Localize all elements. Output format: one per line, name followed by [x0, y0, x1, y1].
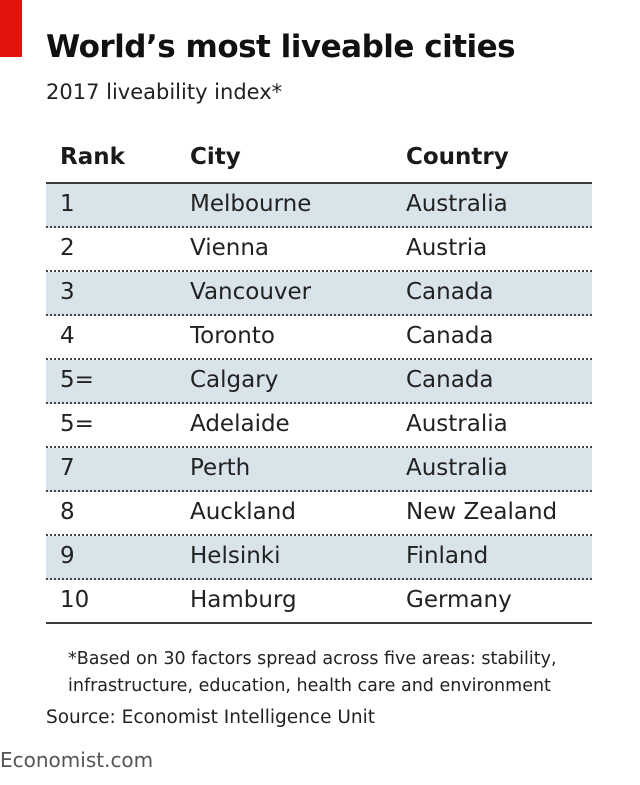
economist-wordmark: Economist.com: [0, 748, 154, 772]
header-city: City: [190, 144, 241, 170]
rank-cell: 5=: [60, 367, 94, 393]
table-row: 9 Helsinki Finland: [46, 536, 592, 580]
city-cell: Melbourne: [190, 191, 312, 217]
liveability-table: Rank City Country 1 Melbourne Australia 2 Vi…: [46, 136, 592, 624]
rank-cell: 8: [60, 499, 75, 525]
table-row: 5= Adelaide Australia: [46, 404, 592, 448]
source-note: Source: Economist Intelligence Unit: [46, 707, 375, 728]
country-cell: Australia: [406, 191, 508, 217]
country-cell: Finland: [406, 543, 489, 569]
header-rank: Rank: [60, 144, 125, 170]
city-cell: Toronto: [190, 323, 275, 349]
city-cell: Perth: [190, 455, 251, 481]
table-row: 1 Melbourne Australia: [46, 184, 592, 228]
rank-cell: 4: [60, 323, 75, 349]
country-cell: Australia: [406, 411, 508, 437]
chart-subtitle: 2017 liveability index*: [46, 80, 283, 104]
header-country: Country: [406, 144, 509, 170]
table-row: 8 Auckland New Zealand: [46, 492, 592, 536]
table-header: Rank City Country: [46, 136, 592, 184]
country-cell: Canada: [406, 279, 494, 305]
city-cell: Vienna: [190, 235, 270, 261]
rank-cell: 1: [60, 191, 75, 217]
table-body: 1 Melbourne Australia 2 Vienna Austria 3 Vancou…: [46, 184, 592, 624]
rank-cell: 7: [60, 455, 75, 481]
table-row: 2 Vienna Austria: [46, 228, 592, 272]
city-cell: Adelaide: [190, 411, 290, 437]
country-cell: Austria: [406, 235, 488, 261]
city-cell: Hamburg: [190, 587, 297, 613]
rank-cell: 9: [60, 543, 75, 569]
footnote: *Based on 30 factors spread across five …: [68, 649, 557, 696]
country-cell: New Zealand: [406, 499, 558, 525]
table-row: 3 Vancouver Canada: [46, 272, 592, 316]
country-cell: Canada: [406, 367, 494, 393]
table-row: 10 Hamburg Germany: [46, 580, 592, 624]
city-cell: Vancouver: [190, 279, 312, 305]
chart-title: World’s most liveable cities: [46, 29, 516, 65]
rank-cell: 3: [60, 279, 75, 305]
rank-cell: 10: [60, 587, 90, 613]
country-cell: Canada: [406, 323, 494, 349]
table-row: 7 Perth Australia: [46, 448, 592, 492]
country-cell: Germany: [406, 587, 512, 613]
table-row: 5= Calgary Canada: [46, 360, 592, 404]
city-cell: Auckland: [190, 499, 296, 525]
city-cell: Calgary: [190, 367, 279, 393]
table-row: 4 Toronto Canada: [46, 316, 592, 360]
brand-red-tag: [0, 0, 22, 57]
city-cell: Helsinki: [190, 543, 281, 569]
country-cell: Australia: [406, 455, 508, 481]
rank-cell: 2: [60, 235, 75, 261]
rank-cell: 5=: [60, 411, 94, 437]
